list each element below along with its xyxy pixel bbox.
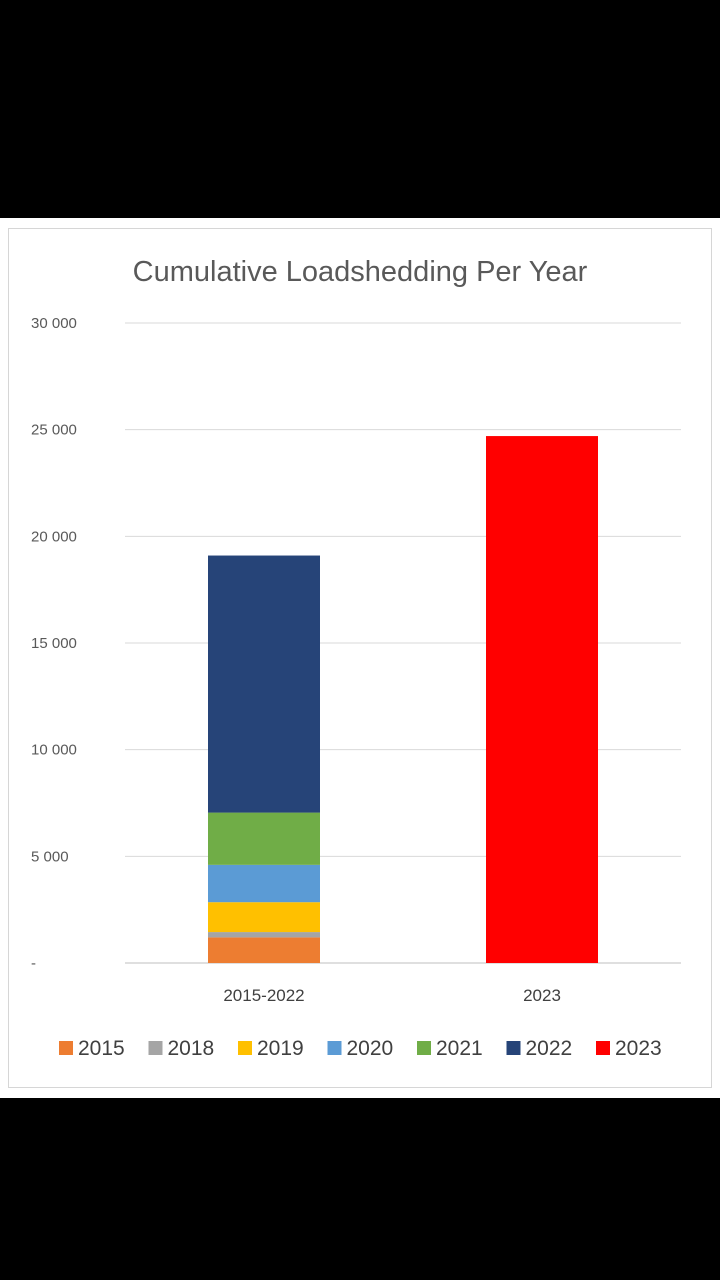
legend-swatch-2021	[417, 1041, 431, 1055]
legend-label: 2021	[436, 1037, 483, 1060]
x-category-label: 2015-2022	[223, 986, 304, 1005]
legend-swatch-2022	[506, 1041, 521, 1055]
chart-frame: Cumulative Loadshedding Per Year - 5 000 1…	[8, 228, 712, 1088]
legend-swatch-2020	[327, 1041, 342, 1055]
legend-swatch-2018	[148, 1041, 163, 1055]
x-category-label: 2023	[523, 986, 561, 1005]
chart-title: Cumulative Loadshedding Per Year	[133, 256, 588, 288]
y-tick-label: 5 000	[31, 848, 69, 865]
y-tick-label: 10 000	[31, 742, 77, 759]
legend: 2015 2018 2019 2020 2021 2022 2023	[59, 1037, 662, 1060]
legend-swatch-2019	[238, 1041, 252, 1055]
legend-label: 2020	[347, 1037, 394, 1060]
bar-segment-2019	[208, 902, 320, 933]
legend-label: 2023	[615, 1037, 662, 1060]
legend-swatch-2023	[596, 1041, 610, 1055]
chart-panel: Cumulative Loadshedding Per Year - 5 000 1…	[0, 218, 720, 1098]
bar-segment-2021	[208, 812, 320, 865]
bar-segment-2022	[208, 555, 320, 813]
legend-label: 2019	[257, 1037, 304, 1060]
legend-label: 2018	[168, 1037, 215, 1060]
y-tick-label: 25 000	[31, 422, 77, 439]
y-tick-label: -	[31, 955, 36, 972]
bar-segment-2018	[208, 932, 320, 938]
legend-swatch-2015	[59, 1041, 73, 1055]
stacked-bar-chart: Cumulative Loadshedding Per Year - 5 000 1…	[31, 256, 681, 1060]
legend-label: 2022	[526, 1037, 573, 1060]
bar-segment-2020	[208, 864, 320, 903]
x-axis-category-labels: 2015-2022 2023	[223, 986, 561, 1005]
legend-label: 2015	[78, 1037, 125, 1060]
bar-segment-2023	[486, 436, 598, 963]
y-tick-label: 15 000	[31, 635, 77, 652]
y-axis-tick-labels: - 5 000 10 000 15 000 20 000 25 000 30 000	[31, 315, 77, 972]
y-tick-label: 30 000	[31, 315, 77, 332]
y-tick-label: 20 000	[31, 528, 77, 545]
bars	[208, 436, 598, 963]
bar-segment-2015	[208, 937, 320, 963]
